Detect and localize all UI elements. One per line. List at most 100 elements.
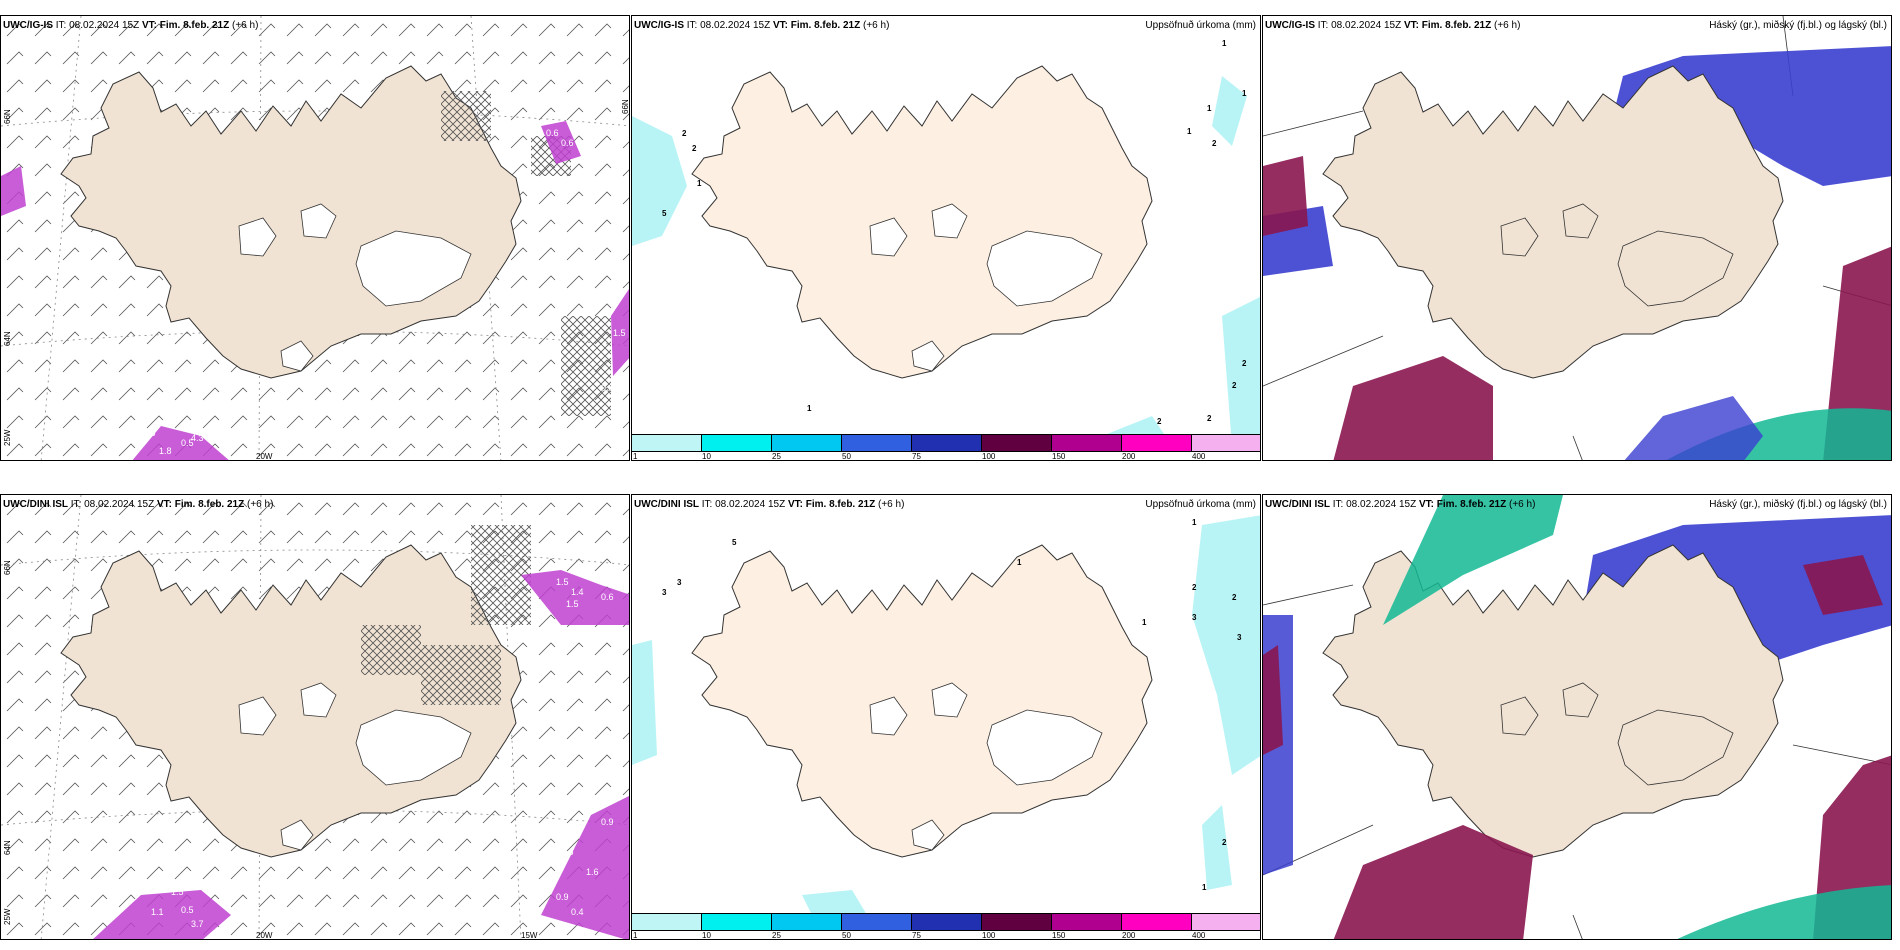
- lat-label-64n: 64N: [3, 331, 12, 346]
- wind-value: 0.9: [556, 892, 569, 902]
- legend-tick: 10: [702, 452, 711, 461]
- precip-point: 3: [677, 578, 682, 587]
- precip-map: 5 3 3 1 1 1 2 2 3 3 2 1: [632, 515, 1260, 915]
- panel-title-right: Háský (gr.), miðský (fj.bl.) og lágský (…: [1709, 20, 1887, 31]
- precip-point: 5: [732, 538, 737, 547]
- precip-point: 3: [1237, 633, 1242, 642]
- legend-colorbar: [632, 434, 1260, 452]
- lon-label-15w: 15W: [521, 931, 538, 940]
- precip-point: 2: [1212, 139, 1217, 148]
- wind-value: 0.9: [601, 817, 614, 827]
- wind-value: 0.5: [181, 905, 194, 915]
- wind-value: 1.1: [151, 907, 164, 917]
- wind-value: 0.6: [143, 428, 156, 438]
- wind-value: 0.5: [181, 438, 194, 448]
- precip-point: 2: [1242, 359, 1247, 368]
- wind-value: 1.4: [571, 587, 584, 597]
- panel-header: UWC/IG-IS IT: 08.02.2024 15Z VT: Fim. 8.…: [634, 20, 890, 31]
- precip-point: 1: [697, 179, 702, 188]
- precip-point: 3: [1192, 613, 1197, 622]
- wind-value: 0.6: [546, 128, 559, 138]
- precip-point: 2: [1192, 583, 1197, 592]
- wind-value: 1.5: [613, 328, 626, 338]
- panel-precip-dini[interactable]: 5 3 3 1 1 1 2 2 3 3 2 1 UWC/DINI ISL IT:…: [631, 494, 1261, 940]
- precip-point: 1: [1192, 518, 1197, 527]
- wind-value: 0.6: [561, 138, 574, 148]
- wind-value: 1.5: [566, 599, 579, 609]
- legend-tick: 150: [1052, 931, 1066, 940]
- precip-point: 2: [1232, 593, 1237, 602]
- legend-tick: 150: [1052, 452, 1066, 461]
- panel-precip-igis[interactable]: 2 2 1 5 1 1 1 2 1 2 2 2 2 1 UWC/IG-IS IT…: [631, 15, 1261, 461]
- precip-point: 1: [1017, 558, 1022, 567]
- lon-label-25w: 25W: [3, 429, 12, 446]
- precip-point: 5: [662, 209, 667, 218]
- panel-header: UWC/DINI ISL IT: 08.02.2024 15Z VT: Fim.…: [1265, 499, 1536, 510]
- panel-cloud-igis[interactable]: UWC/IG-IS IT: 08.02.2024 15Z VT: Fim. 8.…: [1262, 15, 1892, 461]
- wind-map: 0.6 0.8 0.5 4.3 0.6 1.8 1.5 0.6 0.6 0.8: [1, 16, 629, 460]
- wind-value: 0.8: [601, 383, 614, 393]
- wind-value: 4.3: [191, 433, 204, 443]
- precip-point: 1: [807, 404, 812, 413]
- legend-tick: 75: [912, 931, 921, 940]
- legend-tick: 1: [633, 452, 638, 461]
- panel-cloud-dini[interactable]: UWC/DINI ISL IT: 08.02.2024 15Z VT: Fim.…: [1262, 494, 1892, 940]
- wind-value: 3.7: [191, 919, 204, 929]
- legend-tick: 200: [1122, 931, 1136, 940]
- precip-point: 1: [1187, 127, 1192, 136]
- cloud-map: [1263, 16, 1891, 460]
- wind-value: 1.8: [159, 446, 172, 456]
- precip-point: 3: [662, 588, 667, 597]
- precip-legend: 1 10 25 50 75 100 150 200 400: [632, 434, 1260, 461]
- panel-wind-dini[interactable]: 1.5 1.1 0.5 3.7 1.5 1.4 1.5 0.6 0.6 0.9 …: [0, 494, 630, 940]
- lon-label-25w: 25W: [3, 908, 12, 925]
- precip-point: 2: [1157, 417, 1162, 426]
- precip-point: 2: [692, 144, 697, 153]
- legend-tick: 100: [982, 931, 996, 940]
- wind-value: 0.4: [571, 907, 584, 917]
- legend-tick: 10: [702, 931, 711, 940]
- wind-value: 0.8: [171, 403, 184, 413]
- lat-label-64n: 64N: [3, 840, 12, 855]
- precip-point: 1: [1242, 89, 1247, 98]
- wind-value: 1.5: [171, 887, 184, 897]
- legend-tick: 1: [633, 931, 638, 940]
- precip-legend: 1 10 25 50 75 100 150 200 400: [632, 913, 1260, 940]
- legend-tick: 400: [1192, 931, 1206, 940]
- wind-map: 1.5 1.1 0.5 3.7 1.5 1.4 1.5 0.6 0.6 0.9 …: [1, 495, 629, 939]
- legend-tick: 400: [1192, 452, 1206, 461]
- lon-label-20w: 20W: [256, 931, 273, 940]
- precip-point: 1: [1202, 883, 1207, 892]
- panel-title-right: Uppsöfnuð úrkoma (mm): [1145, 20, 1256, 31]
- legend-tick: 25: [772, 452, 781, 461]
- wind-value: 0.6: [561, 847, 574, 857]
- legend-tick: 25: [772, 931, 781, 940]
- cloud-map: [1263, 495, 1891, 939]
- legend-colorbar: [632, 913, 1260, 931]
- precip-point: 2: [1222, 838, 1227, 847]
- precip-point: 2: [1207, 414, 1212, 423]
- panel-header: UWC/DINI ISL IT: 08.02.2024 15Z VT: Fim.…: [634, 499, 905, 510]
- lat-label-66n: 66N: [3, 109, 12, 124]
- precip-point: 2: [682, 129, 687, 138]
- legend-tick: 100: [982, 452, 996, 461]
- precip-point: 2: [1232, 381, 1237, 390]
- wind-value: 1.6: [586, 867, 599, 877]
- lat-label-66n-right: 66N: [621, 99, 630, 114]
- lon-label-20w: 20W: [256, 452, 273, 461]
- wind-value: 0.6: [601, 592, 614, 602]
- panel-title-right: Uppsöfnuð úrkoma (mm): [1145, 499, 1256, 510]
- legend-tick: 50: [842, 452, 851, 461]
- precip-point: 1: [1142, 618, 1147, 627]
- wind-value: 0.6: [211, 436, 224, 446]
- panel-header: UWC/IG-IS IT: 08.02.2024 15Z VT: Fim. 8.…: [3, 20, 259, 31]
- legend-tick: 200: [1122, 452, 1136, 461]
- precip-point: 1: [1222, 39, 1227, 48]
- lat-label-66n: 66N: [3, 560, 12, 575]
- legend-tick: 75: [912, 452, 921, 461]
- panel-wind-igis[interactable]: 0.6 0.8 0.5 4.3 0.6 1.8 1.5 0.6 0.6 0.8 …: [0, 15, 630, 461]
- wind-value: 1.5: [556, 577, 569, 587]
- precip-point: 1: [1207, 104, 1212, 113]
- panel-header: UWC/DINI ISL IT: 08.02.2024 15Z VT: Fim.…: [3, 499, 274, 510]
- legend-tick: 50: [842, 931, 851, 940]
